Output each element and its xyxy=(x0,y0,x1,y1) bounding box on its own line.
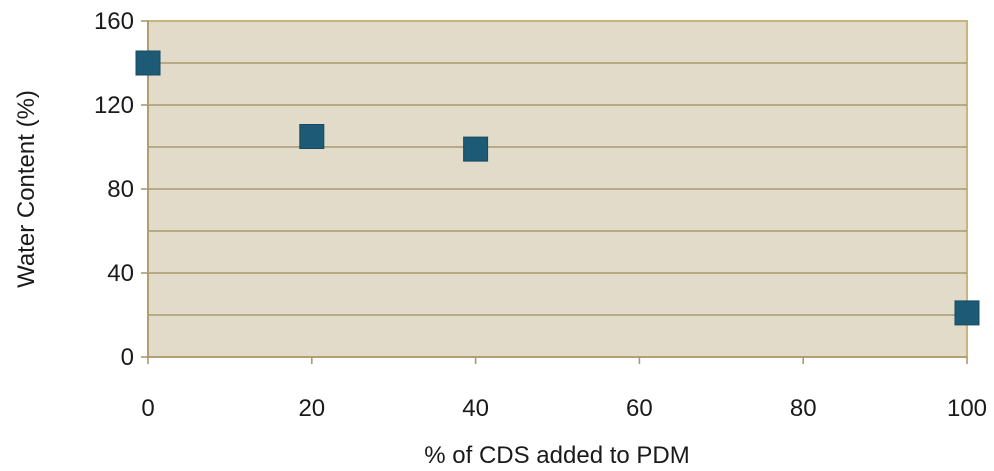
y-tick-label: 160 xyxy=(94,8,134,35)
data-point xyxy=(463,136,489,162)
y-tick-label: 120 xyxy=(94,92,134,119)
y-tick-label: 40 xyxy=(107,260,134,287)
x-tick-label: 100 xyxy=(947,395,987,422)
x-tick-label: 60 xyxy=(626,395,653,422)
y-axis-title: Water Content (%) xyxy=(13,90,40,288)
x-tick-label: 80 xyxy=(790,395,817,422)
y-axis-ticks: 0 40 80 120 160 xyxy=(94,8,149,371)
gridlines xyxy=(148,62,967,316)
x-axis-title: % of CDS added to PDM xyxy=(424,442,689,469)
data-point xyxy=(299,124,325,149)
x-tick-label: 0 xyxy=(141,395,154,422)
y-tick-label: 80 xyxy=(107,176,134,203)
data-point xyxy=(135,50,161,76)
y-tick-label: 0 xyxy=(121,344,134,371)
data-point xyxy=(954,300,980,326)
x-tick-label: 20 xyxy=(298,395,325,422)
x-tick-label: 40 xyxy=(462,395,489,422)
x-axis-ticks: 0 20 40 60 80 100 xyxy=(141,356,987,422)
data-points xyxy=(135,50,980,326)
